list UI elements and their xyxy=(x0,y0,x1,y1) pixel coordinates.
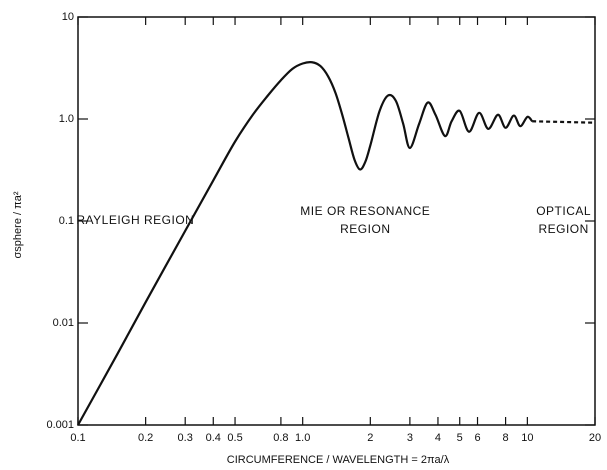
x-tick-label: 8 xyxy=(503,432,509,444)
x-tick-label: 0.3 xyxy=(178,432,193,444)
x-tick-label: 0.8 xyxy=(273,432,288,444)
x-tick-label: 3 xyxy=(407,432,413,444)
x-tick-label: 10 xyxy=(521,432,533,444)
x-tick-label: 0.5 xyxy=(227,432,242,444)
x-tick-label: 0.1 xyxy=(70,432,85,444)
y-tick-label: 10 xyxy=(62,11,74,23)
x-tick-label: 0.2 xyxy=(138,432,153,444)
region-label: MIE OR RESONANCE xyxy=(300,204,430,218)
x-tick-label: 20 xyxy=(589,432,601,444)
x-tick-label: 0.4 xyxy=(206,432,221,444)
region-label: RAYLEIGH REGION xyxy=(76,213,194,227)
curve xyxy=(77,61,533,426)
x-axis-label: CIRCUMFERENCE / WAVELENGTH = 2πa/λ xyxy=(227,454,450,466)
x-tick-label: 5 xyxy=(457,432,463,444)
x-tick-label: 2 xyxy=(367,432,373,444)
curve xyxy=(532,120,596,124)
region-label: REGION xyxy=(538,222,588,236)
y-tick-label: 0.1 xyxy=(59,215,74,227)
y-axis-label: σsphere / πa² xyxy=(12,191,24,258)
y-tick-label: 1.0 xyxy=(59,113,74,125)
region-label: OPTICAL xyxy=(536,204,591,218)
x-tick-label: 4 xyxy=(435,432,441,444)
x-tick-label: 1.0 xyxy=(295,432,310,444)
y-tick-label: 0.01 xyxy=(53,317,74,329)
x-tick-label: 6 xyxy=(474,432,480,444)
region-label: REGION xyxy=(340,222,390,236)
y-tick-label: 0.001 xyxy=(46,419,74,431)
